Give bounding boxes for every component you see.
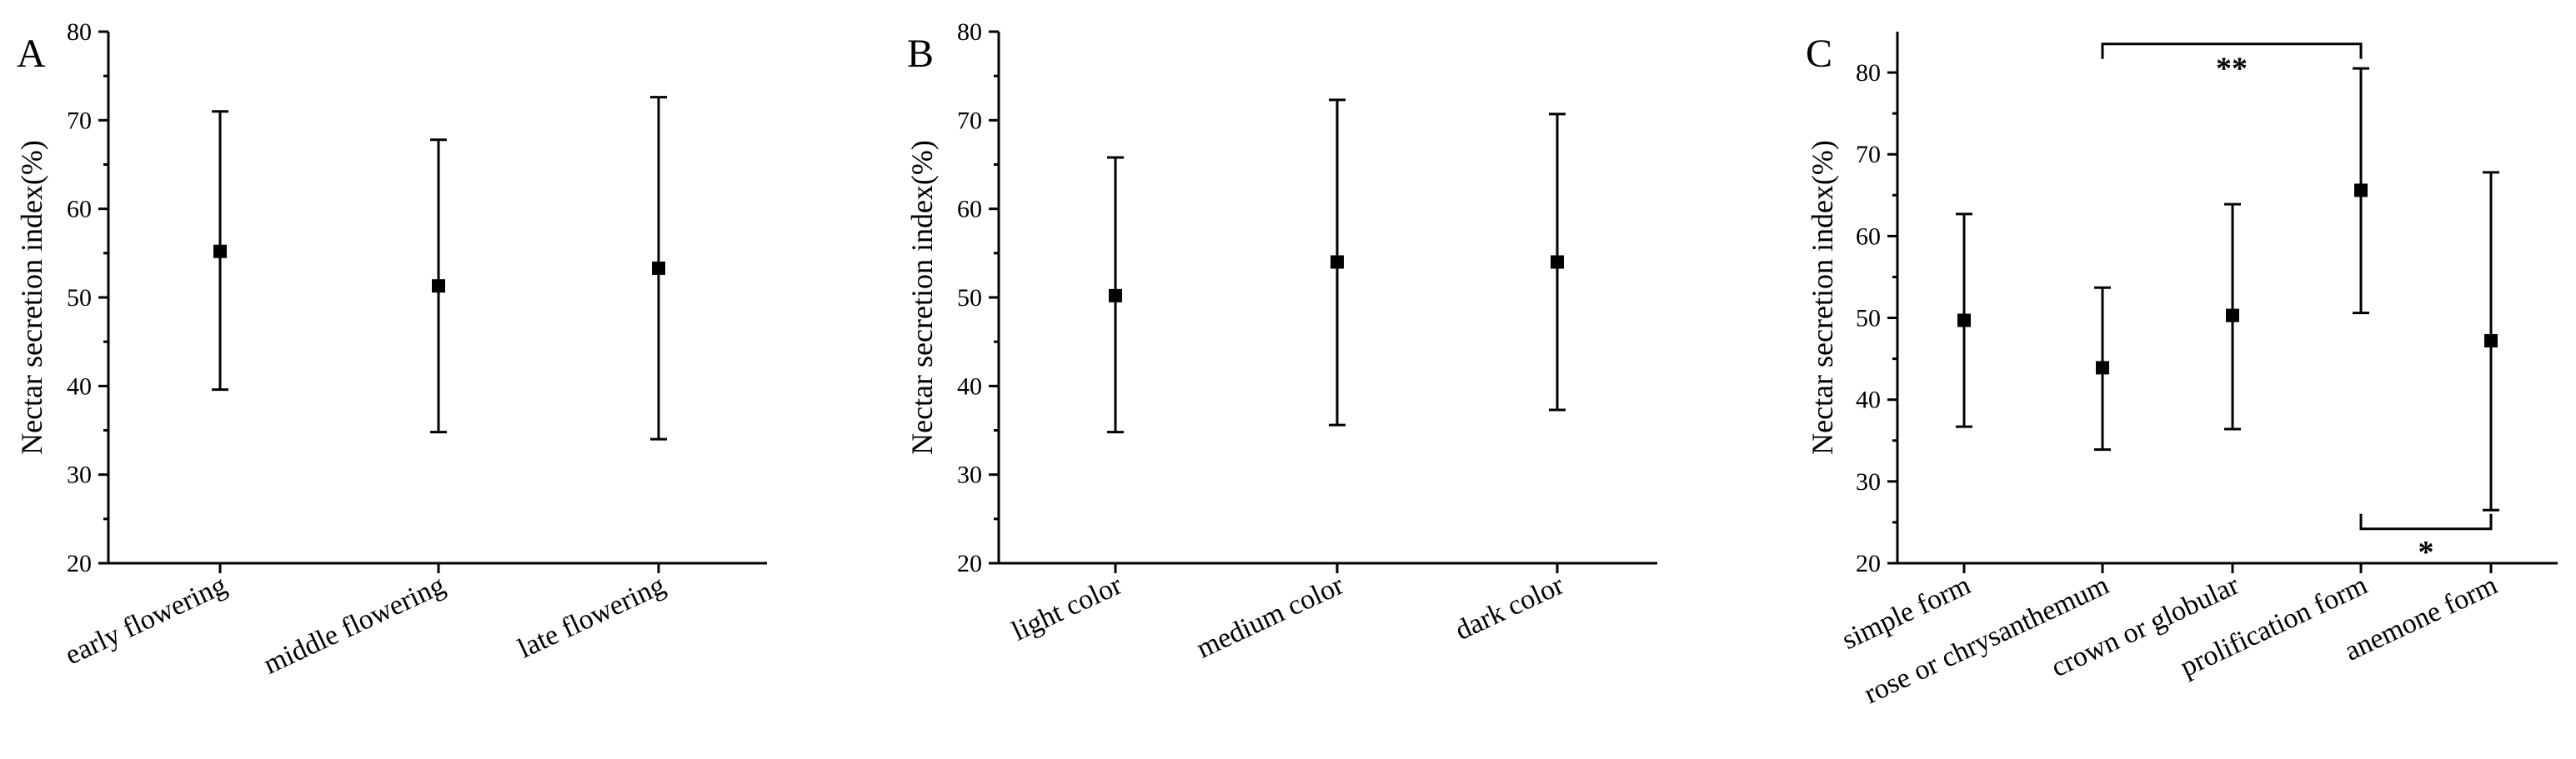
y-tick-label: 60 [957, 196, 982, 223]
data-point [2096, 361, 2109, 375]
x-category-label: early flowering [61, 570, 232, 672]
significance-label: * [2418, 535, 2434, 570]
significance-label: ** [2216, 52, 2248, 87]
data-point [1957, 313, 1971, 327]
y-tick-label: 50 [67, 284, 92, 312]
y-tick-label: 80 [957, 18, 982, 46]
data-point [1331, 255, 1344, 269]
y-tick-label: 20 [67, 550, 92, 577]
panel-a: 20 30 40 50 60 70 80 Nectar secretion index(%) A… [15, 18, 767, 681]
y-tick-label: 30 [957, 462, 982, 489]
y-tick-label: 80 [67, 18, 92, 46]
y-tick-label: 20 [957, 550, 982, 577]
y-tick-label: 60 [67, 196, 92, 223]
x-category-label: late flowering [514, 570, 670, 665]
y-tick-label: 70 [1856, 141, 1881, 168]
y-tick-label: 40 [1856, 387, 1881, 414]
y-tick-label: 40 [67, 372, 92, 400]
data-point [2226, 308, 2239, 322]
y-tick-label: 50 [1856, 305, 1881, 332]
data-point [652, 261, 665, 275]
y-tick-label: 30 [1856, 468, 1881, 496]
data-point [432, 279, 445, 293]
y-tick-label: 40 [957, 372, 982, 400]
x-category-label: rose or chrysanthemum [1860, 570, 2114, 710]
panel-b: 20 30 40 50 60 70 80 Nectar secretion index(%) B… [905, 18, 1657, 664]
panel-letter: B [907, 32, 934, 76]
y-tick-label: 80 [1856, 59, 1881, 87]
y-tick-label: 70 [957, 107, 982, 134]
y-axis-title: Nectar secretion index(%) [905, 140, 939, 455]
y-tick-label: 50 [957, 284, 982, 312]
x-category-label: middle flowering [259, 570, 450, 681]
y-tick-label: 70 [67, 107, 92, 134]
data-point [213, 244, 227, 258]
y-tick-label: 20 [1856, 550, 1881, 577]
panel-letter: A [17, 32, 46, 76]
y-tick-label: 30 [67, 462, 92, 489]
data-point [1109, 288, 1122, 302]
panel-c: 20 30 40 50 60 70 80 Nectar secretion index(%) C… [1806, 32, 2558, 710]
y-axis-title: Nectar secretion index(%) [15, 140, 48, 455]
data-point [1551, 255, 1564, 269]
y-axis-title: Nectar secretion index(%) [1806, 140, 1839, 455]
data-point [2484, 334, 2498, 348]
significance-bracket [2359, 513, 2493, 531]
x-category-label: medium color [1192, 569, 1349, 664]
significance-bracket [2101, 42, 2363, 59]
y-tick-label: 60 [1856, 222, 1881, 250]
x-category-label: dark color [1451, 569, 1569, 646]
x-category-label: light color [1007, 569, 1127, 647]
panel-letter: C [1806, 32, 1832, 76]
data-point [2354, 183, 2368, 197]
